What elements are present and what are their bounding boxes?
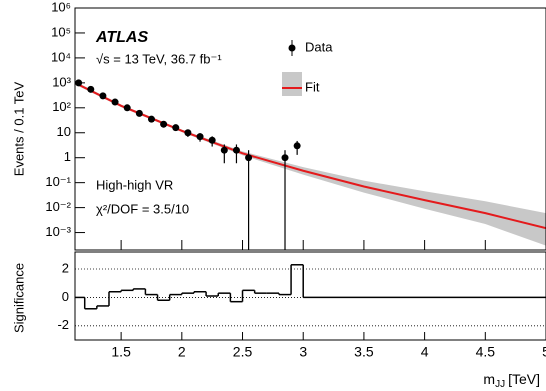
y-tick-label: 2	[62, 260, 69, 275]
y-tick-label: 10⁻¹	[45, 174, 71, 189]
data-point	[245, 154, 253, 162]
x-tick-label: 3	[299, 344, 307, 360]
data-point	[281, 154, 289, 162]
atlas-label: ATLAS	[95, 29, 148, 46]
x-tick-label: 3.5	[354, 344, 374, 360]
x-tick-label: 2.5	[233, 344, 253, 360]
x-tick-label: 4	[421, 344, 429, 360]
y-tick-label: 10⁶	[51, 0, 71, 14]
x-tick-label: 5	[542, 344, 546, 360]
y-tick-label: 10⁵	[51, 24, 71, 39]
y-axis-label: Events / 0.1 TeV	[11, 81, 26, 176]
legend-label: Data	[305, 39, 333, 54]
lower-plot-area	[75, 264, 546, 310]
x-tick-label: 2	[178, 344, 186, 360]
legend-marker	[282, 72, 302, 96]
lower-frame	[74, 251, 546, 341]
data-point	[111, 98, 119, 106]
data-point	[172, 124, 180, 132]
data-point	[220, 146, 228, 154]
fit-band	[75, 81, 546, 246]
legend-marker	[288, 44, 296, 52]
x-axis-label: mJJ [TeV]	[483, 371, 540, 390]
data-point	[135, 109, 143, 117]
x-label-sub: JJ	[495, 379, 505, 390]
data-point	[99, 92, 107, 100]
y-tick-label: 10³	[52, 74, 71, 89]
data-point	[87, 85, 95, 93]
x-label-main: m	[483, 371, 495, 387]
data-point	[208, 136, 216, 144]
data-point	[147, 115, 155, 123]
data-point	[160, 120, 168, 128]
legend-label: Fit	[305, 79, 320, 94]
data-point	[196, 133, 204, 141]
energy-label: √s = 13 TeV, 36.7 fb⁻¹	[96, 51, 222, 66]
x-tick-label: 4.5	[476, 344, 496, 360]
y-tick-label: 1	[64, 149, 71, 164]
x-tick-label: 1.5	[111, 344, 131, 360]
y-tick-label: 10⁻³	[45, 224, 71, 239]
chi2-label: χ²/DOF = 3.5/10	[96, 201, 189, 216]
axes: 10⁶ 10⁵ 10⁴ 10³ 10² 10 1 10⁻¹ 10⁻² 10⁻³ 2 0 -2 1.5 2 2.…	[45, 0, 546, 360]
y-tick-label: -2	[57, 317, 69, 332]
y-tick-label: 10	[57, 124, 71, 139]
y-tick-label: 10²	[52, 99, 71, 114]
region-label: High-high VR	[96, 177, 173, 192]
y-axis-label: Significance	[11, 263, 26, 333]
y-tick-label: 10⁻²	[45, 199, 71, 214]
y-tick-label: 0	[62, 289, 69, 304]
upper-plot-area	[75, 79, 546, 250]
data-point	[232, 146, 240, 154]
upper-frame	[74, 7, 546, 251]
data-point	[293, 142, 301, 150]
data-point	[123, 104, 131, 112]
data-point	[184, 129, 192, 137]
y-tick-label: 10⁴	[51, 49, 71, 64]
x-label-unit: [TeV]	[508, 371, 540, 387]
